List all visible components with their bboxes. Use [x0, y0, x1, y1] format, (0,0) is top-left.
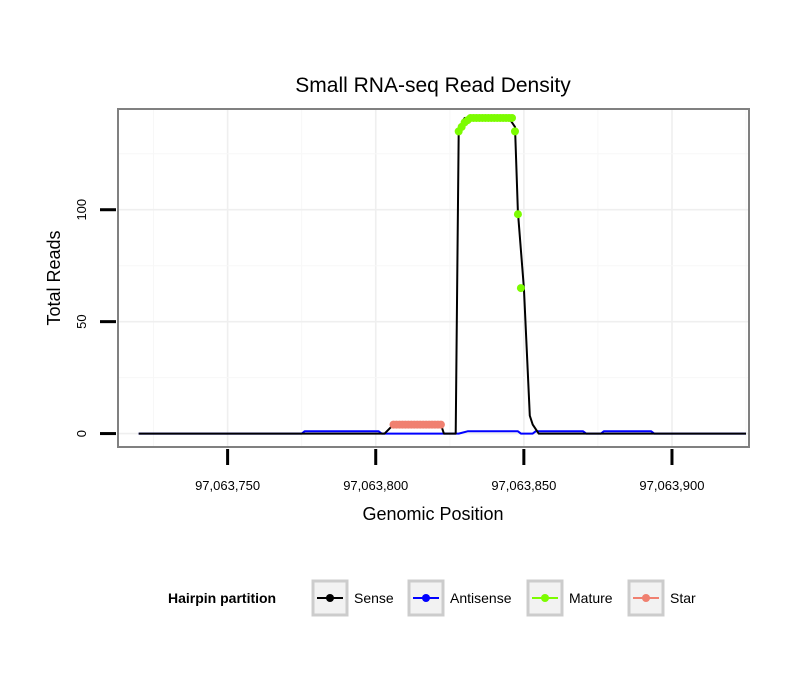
- mature-point: [513, 210, 522, 219]
- x-axis: 97,063,750 97,063,800 97,063,850 97,063,900: [195, 449, 705, 493]
- legend-label-mature: Mature: [569, 590, 613, 606]
- star-point: [436, 420, 445, 429]
- plot-panel: [117, 108, 750, 448]
- y-tick-label: 0: [74, 430, 89, 437]
- x-tick-label: 97,063,900: [639, 478, 704, 493]
- legend-entries: Sense Antisense Mature Star: [311, 579, 696, 617]
- x-tick-label: 97,063,750: [195, 478, 260, 493]
- x-axis-title: Genomic Position: [362, 504, 503, 524]
- legend-label-antisense: Antisense: [450, 590, 512, 606]
- panel-border: [117, 108, 750, 448]
- legend-title: Hairpin partition: [168, 590, 276, 606]
- x-tick-label: 97,063,850: [491, 478, 556, 493]
- series-layer: [138, 113, 746, 435]
- y-tick-label: 50: [74, 314, 89, 328]
- chart-title: Small RNA-seq Read Density: [295, 74, 571, 97]
- legend: Hairpin partition Sense Antisense Mature St…: [168, 579, 696, 617]
- y-axis-title: Total Reads: [44, 230, 64, 325]
- mature-point: [508, 113, 517, 122]
- antisense-line: [138, 430, 746, 435]
- legend-dot-sense: [326, 594, 334, 602]
- legend-label-star: Star: [670, 590, 696, 606]
- y-axis: 0 50 100: [74, 199, 116, 437]
- x-tick-label: 97,063,800: [343, 478, 408, 493]
- legend-dot-star: [642, 594, 650, 602]
- legend-dot-mature: [541, 594, 549, 602]
- legend-label-sense: Sense: [354, 590, 394, 606]
- mature-point: [516, 284, 525, 293]
- mature-point: [510, 127, 519, 136]
- legend-dot-antisense: [422, 594, 430, 602]
- y-tick-label: 100: [74, 199, 89, 221]
